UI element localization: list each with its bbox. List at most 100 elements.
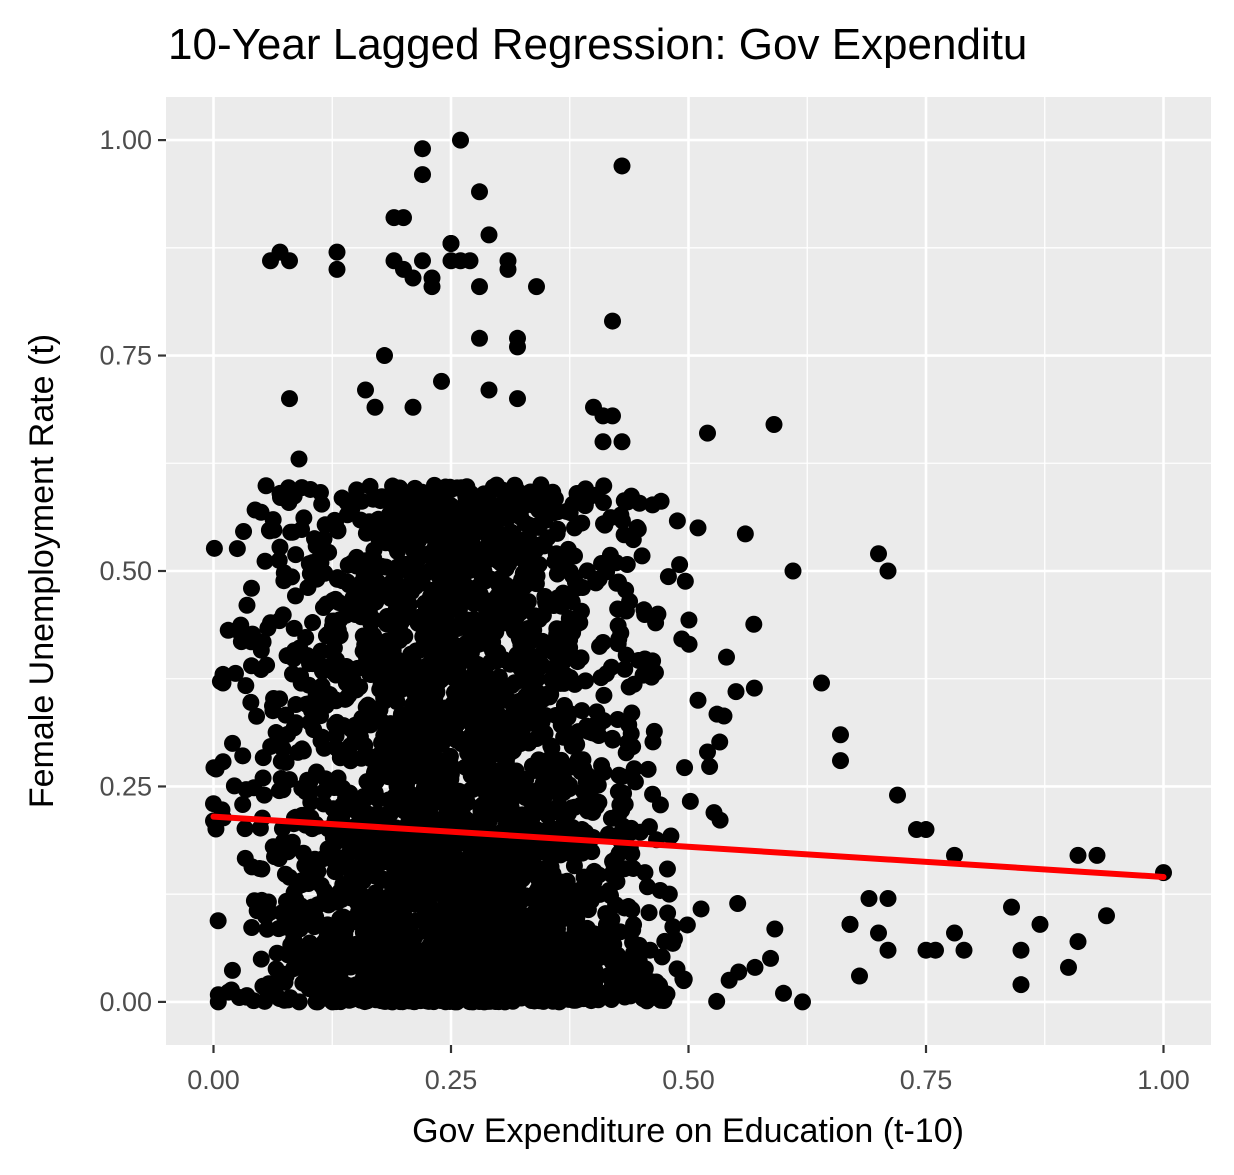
data-point bbox=[502, 775, 520, 793]
data-point bbox=[388, 991, 406, 1009]
data-point bbox=[464, 666, 482, 684]
data-point bbox=[640, 904, 658, 922]
data-point bbox=[304, 614, 322, 632]
data-point bbox=[462, 531, 480, 549]
data-point bbox=[404, 648, 422, 666]
data-point bbox=[435, 720, 453, 738]
data-point bbox=[646, 664, 664, 682]
data-point bbox=[879, 562, 897, 580]
data-point bbox=[639, 760, 657, 778]
data-point bbox=[665, 931, 683, 949]
data-point bbox=[419, 630, 437, 648]
data-point bbox=[258, 656, 276, 674]
data-point bbox=[523, 757, 541, 775]
data-point bbox=[388, 543, 406, 561]
data-point bbox=[644, 785, 662, 803]
data-point bbox=[432, 768, 450, 786]
data-point bbox=[431, 851, 449, 869]
data-point bbox=[326, 511, 344, 529]
data-point bbox=[595, 712, 613, 730]
data-point bbox=[394, 857, 412, 875]
data-point bbox=[342, 837, 360, 855]
data-point bbox=[626, 773, 644, 791]
data-point bbox=[404, 738, 422, 756]
data-point bbox=[605, 856, 623, 874]
data-point bbox=[205, 539, 223, 557]
data-point bbox=[292, 953, 310, 971]
data-point bbox=[271, 538, 289, 556]
data-point bbox=[324, 592, 342, 610]
data-point bbox=[556, 667, 574, 685]
data-point bbox=[662, 827, 680, 845]
data-point bbox=[535, 984, 553, 1002]
data-point bbox=[645, 722, 663, 740]
data-point bbox=[477, 525, 495, 543]
data-point bbox=[548, 565, 566, 583]
data-point bbox=[399, 664, 417, 682]
data-point bbox=[536, 587, 554, 605]
data-point bbox=[473, 629, 491, 647]
data-point bbox=[507, 733, 525, 751]
data-point bbox=[510, 576, 528, 594]
data-point bbox=[462, 697, 480, 715]
data-point bbox=[328, 861, 346, 879]
data-point bbox=[832, 726, 849, 744]
y-tick-label: 1.00 bbox=[99, 125, 152, 155]
data-point bbox=[410, 562, 428, 580]
data-point bbox=[335, 881, 353, 899]
data-point bbox=[775, 984, 792, 1002]
x-axis-ticks: 0.00 0.25 0.50 0.75 1.00 bbox=[187, 1045, 1190, 1095]
data-point bbox=[453, 503, 471, 521]
data-point bbox=[251, 819, 269, 837]
x-tick-label: 0.00 bbox=[187, 1065, 240, 1095]
data-point bbox=[252, 503, 270, 521]
data-point bbox=[318, 928, 336, 946]
data-point bbox=[295, 509, 313, 527]
data-point bbox=[452, 131, 469, 149]
data-point bbox=[622, 725, 640, 743]
data-point bbox=[346, 606, 364, 624]
data-point bbox=[315, 739, 333, 757]
data-point bbox=[628, 519, 646, 537]
data-point bbox=[479, 883, 497, 901]
data-point bbox=[468, 512, 486, 530]
data-point bbox=[469, 581, 487, 599]
data-point bbox=[235, 522, 253, 540]
data-point bbox=[604, 407, 621, 425]
data-point bbox=[841, 915, 859, 933]
data-point bbox=[423, 560, 441, 578]
data-point bbox=[255, 786, 273, 804]
data-point bbox=[541, 837, 559, 855]
data-point bbox=[256, 552, 274, 570]
data-point bbox=[671, 556, 689, 574]
data-point bbox=[488, 770, 506, 788]
data-point bbox=[385, 674, 403, 692]
data-point bbox=[302, 793, 320, 811]
data-point bbox=[481, 747, 499, 765]
data-point bbox=[311, 549, 329, 567]
data-point bbox=[765, 415, 783, 433]
data-point bbox=[261, 903, 279, 921]
data-point bbox=[388, 870, 406, 888]
data-point bbox=[1003, 898, 1020, 916]
data-point bbox=[597, 665, 615, 683]
data-point bbox=[413, 969, 431, 987]
data-point bbox=[266, 981, 284, 999]
data-point bbox=[234, 747, 252, 765]
data-point bbox=[568, 485, 586, 503]
data-point bbox=[490, 603, 508, 621]
data-point bbox=[566, 573, 584, 591]
data-point bbox=[407, 539, 425, 557]
data-point bbox=[377, 846, 395, 864]
data-point bbox=[277, 892, 295, 910]
data-point bbox=[513, 870, 531, 888]
data-point bbox=[434, 536, 452, 554]
data-point bbox=[636, 864, 654, 882]
data-point bbox=[1069, 846, 1087, 864]
data-point bbox=[537, 911, 555, 929]
data-point bbox=[389, 720, 407, 738]
data-point bbox=[555, 983, 573, 1001]
data-point bbox=[544, 504, 562, 522]
data-point bbox=[660, 885, 678, 903]
data-point bbox=[463, 546, 481, 564]
